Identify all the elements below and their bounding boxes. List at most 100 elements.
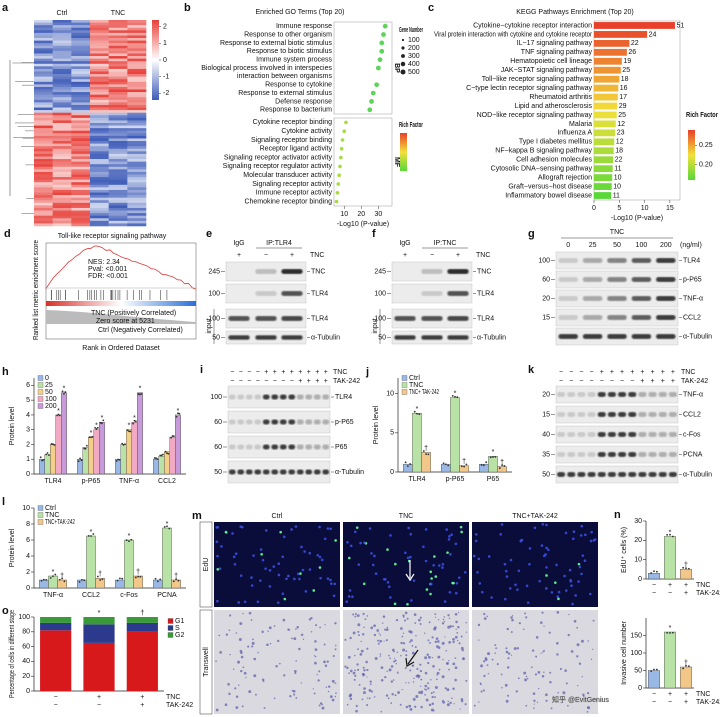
cell: [312, 688, 314, 690]
significance: †: [136, 569, 140, 576]
heatmap-cell: [127, 153, 147, 157]
bar: [488, 456, 498, 473]
cell: [363, 626, 365, 628]
term-label: Cytosolic DNA−sensing pathway: [491, 166, 593, 173]
sign: +: [281, 369, 285, 376]
cell: [438, 668, 441, 671]
bar: [40, 617, 72, 623]
nucleus: [216, 568, 220, 571]
heatmap-cell: [127, 177, 147, 180]
point: [85, 444, 88, 447]
nucleus: [429, 582, 433, 586]
point: [406, 465, 409, 467]
heatmap-cell: [71, 151, 91, 155]
nucleus: [290, 528, 293, 531]
cell: [452, 662, 456, 666]
nucleus: [282, 535, 286, 539]
heatmap-cell: [52, 43, 72, 47]
band: [668, 392, 677, 397]
sign: −: [247, 378, 251, 385]
heatmap-cell: [71, 30, 91, 34]
blot-strip: [227, 385, 331, 409]
term-label: Signaling receptor regulator activity: [223, 163, 333, 170]
cell: [374, 656, 378, 660]
micrograph: [472, 522, 598, 607]
panel-label: b: [184, 2, 191, 14]
heatmap-cell: [127, 102, 147, 106]
point: [126, 429, 129, 432]
color-tick-label: 0.20: [699, 161, 713, 168]
y-tick-label: 10: [634, 557, 642, 564]
mw-label: 100: [210, 394, 222, 401]
heatmap-cell: [108, 89, 128, 93]
band: [631, 277, 652, 282]
header: TNC: [681, 369, 695, 376]
sign: −: [256, 378, 260, 385]
heatmap-cell: [127, 53, 147, 57]
point: [52, 575, 54, 578]
nucleus: [362, 582, 366, 586]
band: [288, 469, 296, 475]
nucleus: [347, 595, 351, 598]
heatmap-cell: [71, 81, 91, 85]
heatmap-cell: [90, 56, 109, 59]
heatmap-cell: [90, 61, 109, 65]
point: [494, 455, 497, 458]
heatmap-cell: [71, 61, 91, 65]
band: [262, 444, 270, 450]
x-axis-label: -Log10 (P-value): [337, 221, 389, 228]
heatmap-cell: [108, 76, 128, 80]
cell: [454, 666, 458, 670]
cell: [432, 664, 435, 668]
cell: [349, 636, 352, 640]
band: [618, 392, 627, 397]
cell: [459, 708, 461, 710]
band: [656, 277, 676, 282]
cell: [412, 664, 414, 667]
term-label: Lipid and atherosclerosis: [515, 103, 593, 110]
band: [577, 452, 586, 457]
sign: +: [684, 582, 688, 589]
heatmap-cell: [108, 35, 128, 39]
heatmap-cell: [34, 123, 53, 126]
point: [115, 460, 118, 462]
cell: [325, 686, 328, 688]
cell: [349, 697, 353, 701]
y-tick-label: 2: [26, 441, 30, 448]
color-tick-label: 0.25: [699, 142, 713, 149]
band: [668, 472, 677, 477]
heatmap-cell: [127, 56, 147, 59]
cell: [379, 655, 382, 657]
nucleus: [545, 566, 548, 569]
point: [40, 579, 43, 582]
cell: [253, 657, 257, 661]
nucleus: [329, 578, 332, 582]
row-label: TAK-242: [696, 699, 720, 706]
point: [156, 580, 159, 583]
point: [480, 464, 483, 466]
heatmap-cell: [127, 156, 147, 160]
mw-label: 35: [542, 451, 550, 458]
point: [460, 465, 463, 468]
heatmap-cell: [34, 22, 53, 26]
nucleus: [260, 552, 263, 556]
legend-swatch: [167, 618, 174, 624]
heatmap-cell: [34, 68, 53, 72]
sign: −: [569, 378, 573, 385]
sign: +: [640, 378, 644, 385]
band: [305, 394, 313, 400]
cell: [586, 711, 589, 713]
cell: [331, 698, 335, 702]
cell: [295, 660, 297, 662]
heatmap-cell: [108, 94, 128, 98]
point: [132, 422, 135, 425]
heatmap-cell: [34, 71, 53, 75]
heatmap-cell: [71, 107, 91, 111]
bar: [39, 579, 49, 589]
y-tick-label: 0: [638, 685, 642, 692]
heatmap-cell: [127, 84, 147, 88]
point: [685, 664, 687, 667]
cell: [449, 701, 452, 705]
cell: [483, 674, 486, 678]
